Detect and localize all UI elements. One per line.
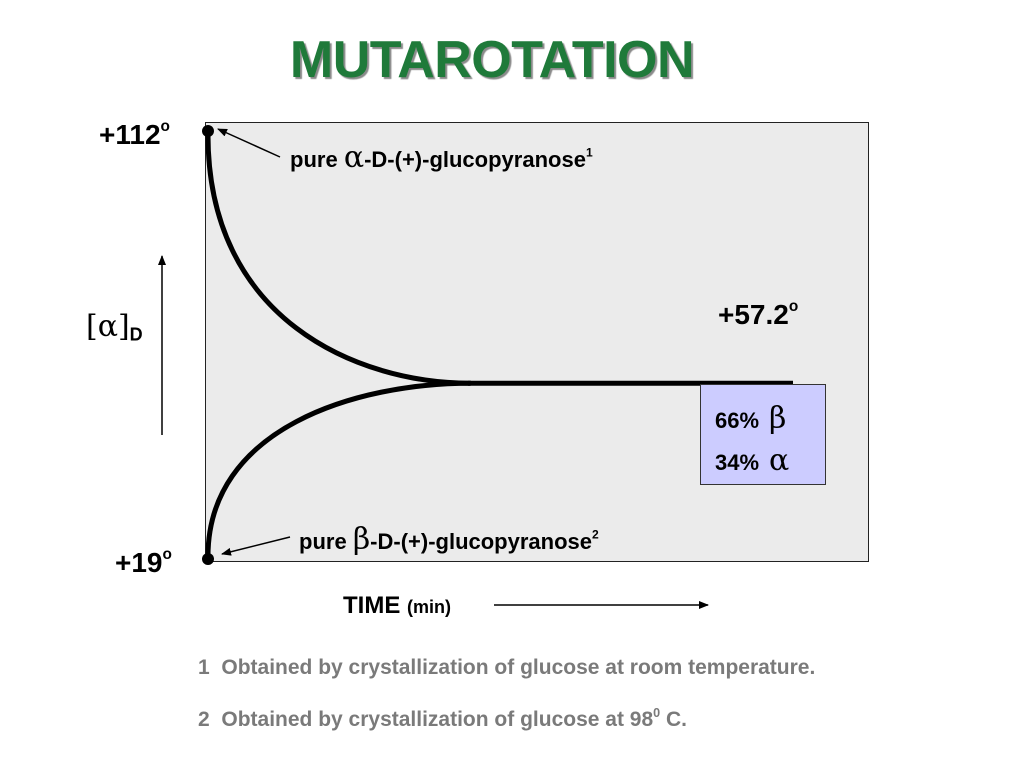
page-title: MUTAROTATION [289,31,695,89]
legend-box: 66% β 34% α [700,384,826,485]
legend-entry-beta: 66% β [715,401,787,436]
y-tick-label-top: +112o [99,118,170,151]
beta-series-curve [205,380,473,562]
y-tick-label-equilibrium: +57.2o [718,298,799,331]
y-axis-label: [α]D [86,309,143,345]
alpha-series-curve [205,128,473,386]
footnote-1: 1 Obtained by crystallization of glucose… [198,656,816,679]
beta-start-point [202,553,214,565]
legend-entry-alpha: 34% α [715,443,790,478]
y-tick-label-bottom: +19o [115,546,172,579]
alpha-pointer-arrow [217,128,281,158]
series-label-beta: pure β-D-(+)-glucopyranose2 [299,522,599,557]
footnote-2: 2 Obtained by crystallization of glucose… [198,706,687,731]
alpha-start-point [202,125,214,137]
x-axis-label: TIME (min) [343,592,451,619]
beta-pointer-arrow [221,536,291,556]
series-label-alpha: pure α-D-(+)-glucopyranose1 [290,140,593,175]
